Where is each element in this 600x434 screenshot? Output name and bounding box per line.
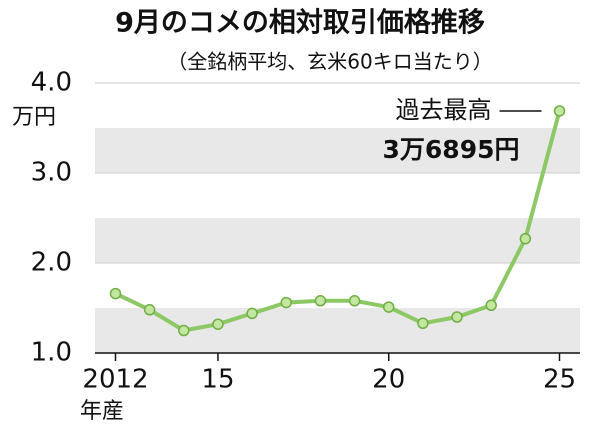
y-tick-label: 1.0 — [31, 338, 72, 368]
grid-band — [95, 128, 580, 173]
point — [280, 296, 293, 309]
point — [485, 299, 497, 312]
annotation: 過去最高 — [396, 96, 492, 124]
point — [417, 317, 429, 330]
x-axis-label: 年産 — [80, 399, 124, 424]
y-tick-label: 2.0 — [31, 248, 72, 278]
grid-band — [95, 308, 580, 353]
y-tick-label: 4.0 — [31, 68, 72, 98]
x-tick-label: 20 — [372, 365, 405, 395]
point — [143, 304, 156, 316]
point — [451, 311, 463, 323]
value-label: 3万6895円 — [383, 135, 520, 164]
point — [382, 301, 395, 313]
chart-subtitle: （全銘柄平均、玄米60キロ当たり） — [167, 50, 492, 74]
y-unit: 万円 — [12, 105, 56, 130]
point — [212, 318, 224, 330]
point — [109, 287, 122, 300]
point — [348, 295, 361, 307]
point — [314, 295, 327, 307]
point — [246, 307, 258, 320]
x-tick-label: 15 — [201, 365, 234, 395]
line — [114, 110, 562, 333]
grid-band — [95, 218, 580, 263]
y-tick-label: 3.0 — [31, 158, 72, 188]
point — [553, 105, 566, 117]
chart-title: 9月のコメの相対取引価格推移 — [115, 8, 485, 39]
x-tick-label: 25 — [543, 365, 576, 395]
x-tick-label: 2012 — [82, 365, 148, 395]
point — [519, 232, 532, 245]
point — [178, 324, 190, 337]
